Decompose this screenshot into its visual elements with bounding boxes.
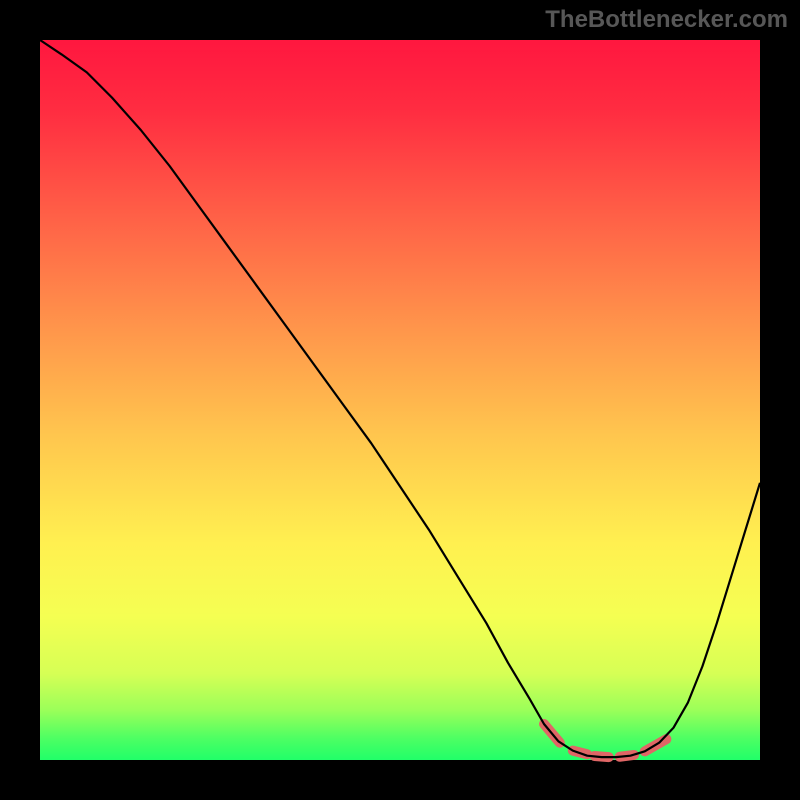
chart-container: TheBottlenecker.com	[0, 0, 800, 800]
plot-background	[40, 40, 760, 760]
bottleneck-curve-chart	[0, 0, 800, 800]
